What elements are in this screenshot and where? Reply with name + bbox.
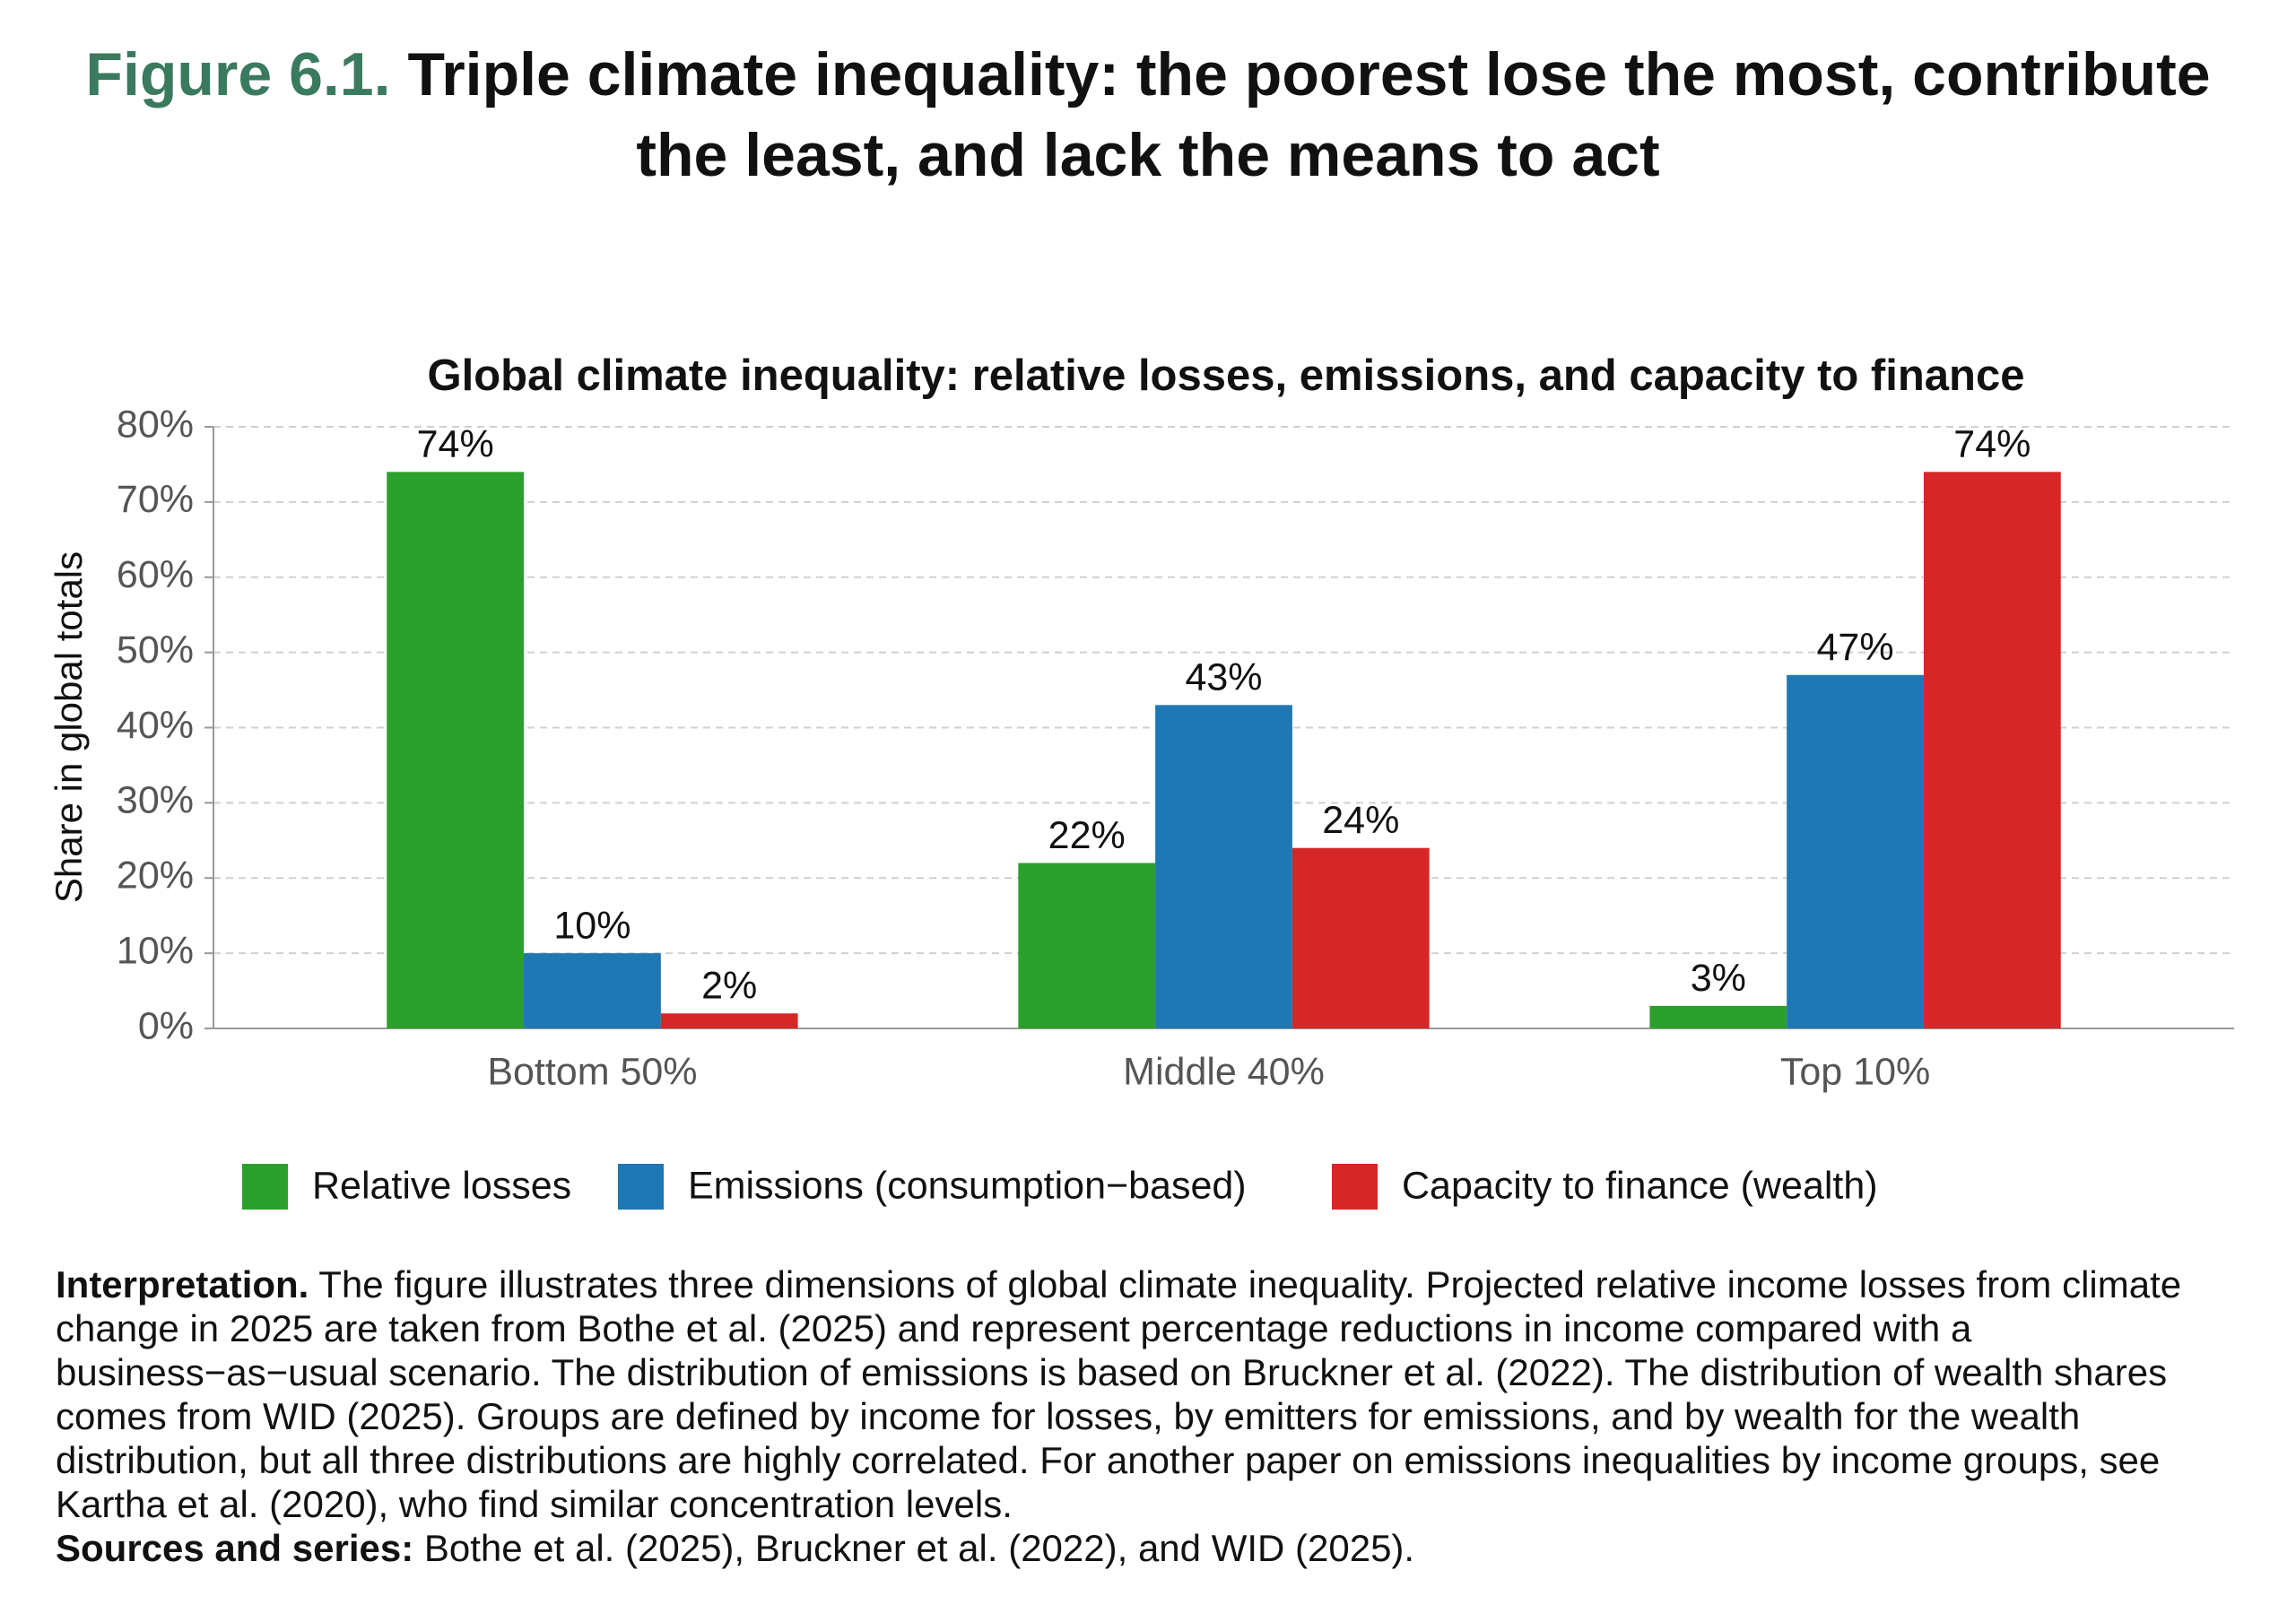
legend-label: Capacity to finance (wealth)	[1402, 1164, 1878, 1207]
data-label: 43%	[1185, 656, 1262, 699]
legend-swatch	[1332, 1164, 1378, 1210]
interpretation-label: Interpretation.	[56, 1263, 309, 1305]
y-tick-label: 30%	[117, 779, 194, 822]
figure-title: Figure 6.1. Triple climate inequality: t…	[36, 34, 2260, 195]
chart: Global climate inequality: relative loss…	[48, 351, 2234, 1210]
x-tick-label: Top 10%	[1780, 1050, 1930, 1093]
bar	[1155, 705, 1292, 1028]
data-label: 74%	[417, 423, 494, 466]
legend-label: Relative losses	[312, 1164, 571, 1207]
y-tick-label: 60%	[117, 553, 194, 596]
y-tick-label: 10%	[117, 929, 194, 972]
bar	[524, 953, 661, 1028]
x-tick-label: Bottom 50%	[487, 1050, 697, 1093]
bar	[1923, 472, 2061, 1028]
bar	[1292, 847, 1430, 1028]
legend-swatch	[618, 1164, 664, 1210]
data-label: 74%	[1953, 423, 2031, 466]
y-axis-label: Share in global totals	[48, 551, 90, 903]
y-tick-label: 40%	[117, 704, 194, 747]
data-label: 2%	[701, 965, 757, 1008]
y-tick-label: 70%	[117, 478, 194, 521]
legend-swatch	[242, 1164, 288, 1210]
notes: Interpretation. The figure illustrates t…	[56, 1262, 2226, 1570]
data-label: 10%	[553, 904, 631, 947]
chart-title: Global climate inequality: relative loss…	[428, 351, 2025, 400]
bar	[660, 1013, 798, 1028]
data-label: 47%	[1817, 626, 1894, 669]
bar	[1787, 674, 1924, 1028]
bar	[387, 472, 525, 1028]
figure-title-text: Triple climate inequality: the poorest l…	[407, 40, 2211, 189]
x-tick-label: Middle 40%	[1123, 1050, 1325, 1093]
bar	[1018, 863, 1156, 1028]
interpretation: The figure illustrates three dimensions …	[56, 1263, 2182, 1525]
bar	[1649, 1005, 1787, 1028]
legend-label: Emissions (consumption−based)	[688, 1164, 1247, 1207]
sources: Bothe et al. (2025), Bruckner et al. (20…	[423, 1527, 1415, 1569]
y-tick-label: 50%	[117, 629, 194, 672]
figure-label: Figure 6.1.	[85, 40, 391, 108]
data-label: 22%	[1048, 814, 1126, 857]
data-label: 24%	[1322, 799, 1399, 842]
y-tick-label: 20%	[117, 854, 194, 898]
y-tick-label: 0%	[138, 1004, 194, 1047]
data-label: 3%	[1691, 957, 1746, 1000]
y-tick-label: 80%	[117, 403, 194, 446]
sources-label: Sources and series:	[56, 1527, 414, 1569]
